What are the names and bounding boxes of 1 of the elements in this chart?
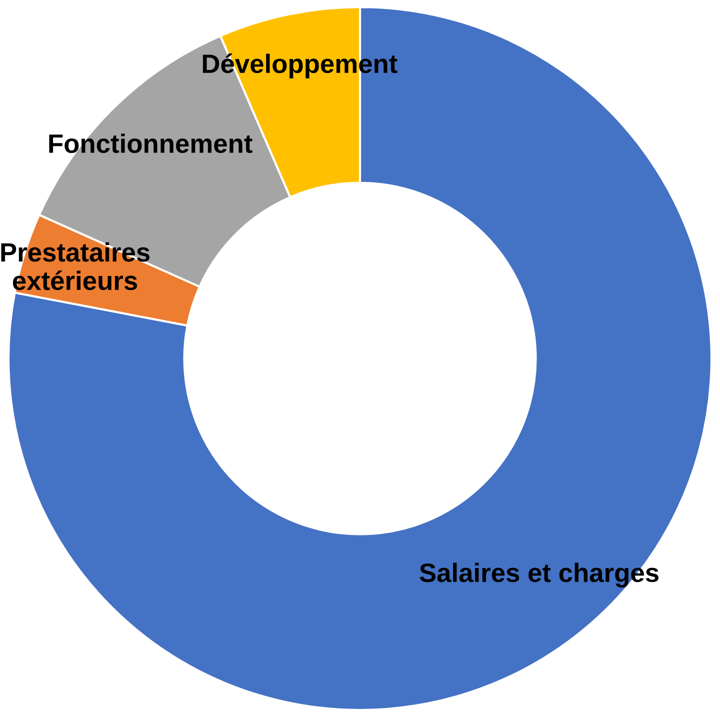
slice-label: Fonctionnement	[49, 134, 252, 154]
